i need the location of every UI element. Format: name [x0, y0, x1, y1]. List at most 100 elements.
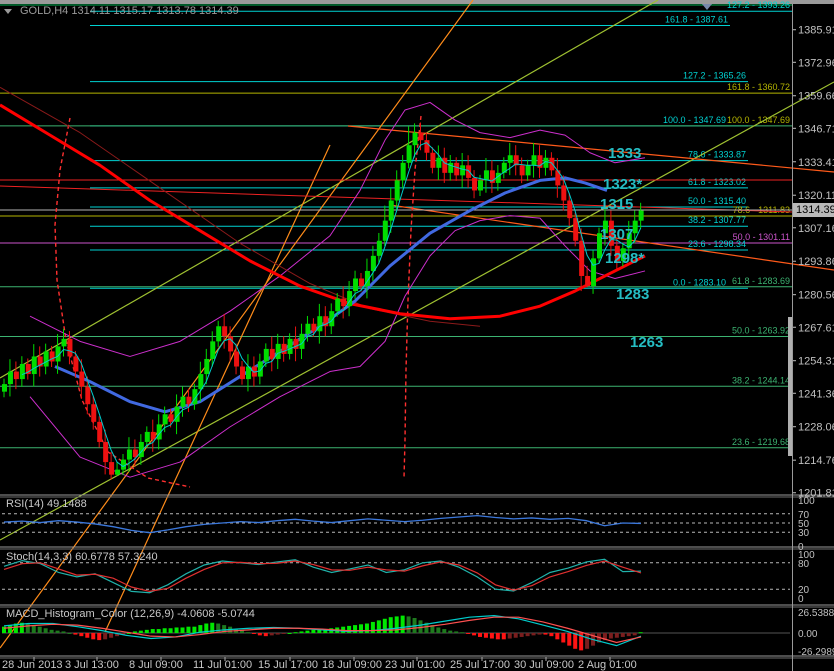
macd-hist-bar: [109, 633, 114, 638]
fib-level-label: 50.0 - 1315.40: [688, 196, 746, 206]
candle-body: [507, 155, 513, 163]
candle-body: [43, 351, 49, 367]
candle-body: [25, 363, 31, 375]
candle-body: [317, 316, 323, 332]
rsi-line: [3, 514, 642, 534]
rsi-axis-label: 70: [798, 510, 810, 521]
candle-body: [424, 140, 430, 153]
macd-hist-bar: [299, 631, 304, 633]
rsi-axis-label: 100: [798, 496, 815, 507]
macd-hist-bar: [174, 627, 179, 633]
macd-hist-bar: [495, 633, 500, 640]
time-axis-label: 25 Jul 17:00: [450, 659, 510, 671]
time-axis-label: 11 Jul 01:00: [193, 659, 252, 671]
price-annotations-layer: 1333 1323* 1315 1307 1298* 1283 1263: [600, 145, 663, 351]
macd-hist-bar: [626, 633, 631, 637]
macd-hist-bar: [115, 633, 120, 637]
candle-body: [109, 462, 115, 475]
candle-body: [73, 356, 79, 372]
macd-hist-bar: [555, 633, 560, 640]
trendline[interactable]: [347, 125, 834, 173]
candle-body: [620, 248, 626, 261]
price-axis-label: 1201.81: [798, 488, 834, 500]
time-axis[interactable]: 28 Jun 2013 3 Jul 13:00 8 Jul 09:00 11 Jul …: [2, 657, 637, 671]
candle-body: [567, 200, 573, 219]
macd-hist-bar: [311, 629, 316, 633]
macd-hist-bar: [602, 633, 607, 641]
fib-levels-layer[interactable]: 127.2 - 1393.26 161.8 - 1387.61 127.2 - 13…: [0, 0, 792, 449]
macd-hist-bar: [67, 633, 72, 634]
candle-body: [121, 459, 126, 470]
macd-axis-label: 26.5388: [798, 608, 834, 619]
candle-body: [13, 371, 19, 380]
candle-body: [602, 220, 608, 234]
price-axis[interactable]: 1385.91 1372.96 1359.66 1346.71 1333.41 1320.…: [793, 25, 834, 500]
macd-hist-bar: [162, 628, 167, 633]
macd-hist-bar: [543, 633, 548, 635]
overlays-layer: [0, 86, 646, 478]
candle-body: [418, 132, 424, 141]
price-annotation: 1307: [600, 226, 633, 243]
axis-scrollbar[interactable]: [788, 317, 793, 456]
macd-hist-bar: [37, 626, 42, 633]
candle-body: [85, 386, 91, 405]
candle-body: [323, 316, 329, 327]
candle-body: [126, 449, 132, 460]
stoch-k-line: [3, 558, 642, 594]
macd-hist-bar: [388, 617, 393, 633]
macd-hist-bar: [448, 630, 453, 633]
candle-body: [347, 291, 353, 307]
macd-hist-bar: [507, 633, 512, 639]
candle-body: [67, 338, 73, 357]
macd-hist-bar: [430, 625, 435, 633]
macd-hist-bar: [126, 633, 131, 634]
candle-body: [293, 338, 299, 349]
price-annotation: 1333: [608, 145, 641, 162]
macd-hist-bar: [638, 632, 643, 634]
price-annotation: 1315: [600, 196, 633, 213]
dashed-curve: [403, 115, 422, 479]
candle-body: [103, 441, 109, 463]
time-axis-label: 18 Jul 09:00: [322, 659, 382, 671]
macd-hist-bar: [43, 628, 48, 633]
macd-hist-bar: [579, 633, 584, 651]
macd-hist-bar: [13, 623, 18, 633]
trendline[interactable]: [0, 0, 659, 379]
price-axis-label: 1214.76: [798, 455, 834, 467]
bollinger-upper: [29, 101, 646, 357]
trendline[interactable]: [0, 0, 474, 649]
macd-hist-bar: [424, 622, 429, 633]
time-axis-label: 3 Jul 13:00: [65, 659, 119, 671]
macd-hist-bar: [376, 620, 381, 633]
candle-body: [454, 162, 460, 176]
trendline[interactable]: [104, 144, 331, 633]
fib-level-label: 23.6 - 1298.34: [688, 239, 746, 249]
fib-level-label: 38.2 - 1307.77: [688, 215, 746, 225]
macd-hist-bar: [25, 623, 30, 633]
candle-body: [370, 255, 376, 271]
macd-hist-bar: [240, 630, 244, 633]
price-axis-label: 1293.86: [798, 256, 834, 268]
macd-hist-bar: [632, 633, 637, 636]
macd-hist-bar: [513, 633, 518, 638]
candle-body: [263, 348, 269, 362]
macd-hist-bar: [370, 621, 375, 633]
fib-level-label: 127.2 - 1393.26: [727, 0, 790, 10]
macd-hist-bar: [55, 630, 60, 633]
macd-panel[interactable]: 26.5388 0.00 -26.2989: [2, 608, 834, 658]
macd-hist-bar: [436, 627, 441, 633]
candle-body: [614, 245, 620, 261]
macd-hist-bar: [121, 633, 125, 635]
candle-body: [186, 396, 192, 405]
candle-body: [626, 233, 632, 249]
candle-body: [412, 132, 418, 146]
fib-level-label: 50.0 - 1263.92: [732, 326, 790, 336]
macd-hist-bar: [275, 633, 280, 635]
macd-axis-label: -26.2989: [798, 647, 834, 658]
candle-body: [430, 152, 436, 168]
fib-level-label: 23.6 - 1219.68: [732, 437, 790, 447]
